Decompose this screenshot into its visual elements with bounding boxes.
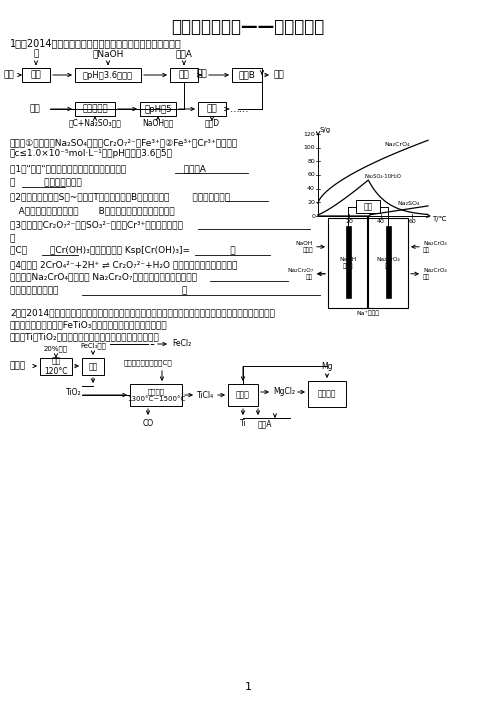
Text: 极，其电极反应式为                                           。: 极，其电极反应式为 。 — [10, 286, 187, 295]
Text: （3）酸化后Cr₂O₇²⁻可被SO₃²⁻还原成Cr³⁺，离子方程式为: （3）酸化后Cr₂O₇²⁻可被SO₃²⁻还原成Cr³⁺，离子方程式为 — [10, 220, 241, 229]
Text: 80: 80 — [307, 159, 315, 164]
Text: ……: …… — [230, 104, 249, 114]
Text: 已知：①铬渣含有Na₂SO₄及少量Cr₂O₇²⁻、Fe³⁺；②Fe³⁺、Cr³⁺完全沉淀: 已知：①铬渣含有Na₂SO₄及少量Cr₂O₇²⁻、Fe³⁺；②Fe³⁺、Cr³⁺… — [10, 138, 238, 147]
Text: Na₂CrO₄: Na₂CrO₄ — [384, 142, 410, 147]
Text: 20: 20 — [307, 200, 315, 205]
Text: 2．（2014华附四校联考）钛有强度高和质地轻的优点，广泛应用于飞机制造业等。工业上利用钛铁矿，其: 2．（2014华附四校联考）钛有强度高和质地轻的优点，广泛应用于飞机制造业等。工… — [10, 308, 275, 317]
Text: 母液: 母液 — [29, 105, 40, 114]
Bar — [22, 68, 50, 82]
Bar — [140, 102, 176, 116]
Text: 60: 60 — [307, 173, 315, 178]
Text: 产品: 产品 — [273, 70, 284, 79]
Text: 过滤: 过滤 — [179, 70, 189, 79]
Text: 40: 40 — [377, 219, 385, 224]
Text: Na₂CrO₄
溶液: Na₂CrO₄ 溶液 — [423, 268, 447, 279]
Text: 60: 60 — [408, 219, 416, 224]
Text: （c≤1.0×10⁻⁵mol·L⁻¹）时pH分别为3.6和5。: （c≤1.0×10⁻⁵mol·L⁻¹）时pH分别为3.6和5。 — [10, 149, 173, 158]
Text: Na₂SO₄·10H₂O: Na₂SO₄·10H₂O — [364, 174, 401, 179]
Bar — [346, 226, 351, 298]
Text: 熔融氯化
1300°C~1500°C: 熔融氯化 1300°C~1500°C — [127, 388, 185, 402]
Text: 酸化、还原: 酸化、还原 — [82, 105, 108, 114]
Text: NaOH溶液: NaOH溶液 — [142, 118, 174, 127]
Text: 过滤: 过滤 — [207, 105, 217, 114]
Text: Na₂SO₄: Na₂SO₄ — [397, 201, 420, 206]
Text: 1．（2014深一模）从化工厂铬渣中提取硫酸钠的工艺如下：: 1．（2014深一模）从化工厂铬渣中提取硫酸钠的工艺如下： — [10, 38, 182, 48]
Text: T/℃: T/℃ — [432, 216, 446, 222]
Text: TiO₂: TiO₂ — [66, 388, 82, 397]
Bar — [356, 200, 380, 213]
Bar — [75, 102, 115, 116]
Text: 0: 0 — [311, 213, 315, 218]
Bar — [232, 68, 262, 82]
Text: 滤液: 滤液 — [196, 69, 207, 79]
Text: 100: 100 — [304, 145, 315, 150]
Bar — [198, 102, 226, 116]
Text: 40: 40 — [307, 186, 315, 191]
Text: 滤渣A: 滤渣A — [176, 49, 192, 58]
Text: （2）根据溶解度（S）~温度（T）曲线，操作B的最佳方法为        （填字母序号）: （2）根据溶解度（S）~温度（T）曲线，操作B的最佳方法为 （填字母序号） — [10, 192, 230, 201]
Text: 电源: 电源 — [364, 202, 372, 211]
Bar — [308, 381, 346, 407]
Text: 酸C为        ，Cr(OH)₃的溶度积常数 Ksp[Cr(OH)₃]=              。: 酸C为 ，Cr(OH)₃的溶度积常数 Ksp[Cr(OH)₃]= 。 — [10, 246, 236, 255]
Text: TiCl₄: TiCl₄ — [197, 390, 214, 399]
Text: MgCl₂: MgCl₂ — [273, 388, 295, 397]
Text: A．蒸发浓缩，趁热过滤       B．蒸发浓缩，降温结晶，过滤: A．蒸发浓缩，趁热过滤 B．蒸发浓缩，降温结晶，过滤 — [10, 206, 175, 215]
Text: 已知：Ti与TiO₂化学性质稳定，不溶于稀硫酸、稀盐酸等。: 已知：Ti与TiO₂化学性质稳定，不溶于稀硫酸、稀盐酸等。 — [10, 332, 160, 341]
Text: Na₂CrO₄
溶液: Na₂CrO₄ 溶液 — [376, 257, 400, 269]
Text: Na₂Cr₂O₇
溶液: Na₂Cr₂O₇ 溶液 — [287, 268, 313, 279]
Text: 1: 1 — [245, 682, 251, 692]
Bar — [328, 218, 408, 308]
Text: 20: 20 — [346, 219, 353, 224]
Text: CO: CO — [142, 419, 154, 428]
Bar — [170, 68, 198, 82]
Text: S/g: S/g — [319, 127, 330, 133]
Text: Na⁺交换膜: Na⁺交换膜 — [357, 310, 379, 316]
Text: Mg: Mg — [321, 362, 333, 371]
Text: 为          （填化学式）。: 为 （填化学式）。 — [10, 178, 82, 187]
Bar — [228, 384, 258, 406]
Text: NaOH
溶液液: NaOH 溶液液 — [296, 241, 313, 253]
Bar — [75, 68, 141, 82]
Text: Ti: Ti — [240, 419, 247, 428]
Text: 热还原: 热还原 — [236, 390, 250, 399]
Text: 极）电解Na₂CrO₄溶液制收 Na₂Cr₂O₇，图中右侧电极连接电源的: 极）电解Na₂CrO₄溶液制收 Na₂Cr₂O₇，图中右侧电极连接电源的 — [10, 272, 220, 281]
Text: 滤渣D: 滤渣D — [204, 118, 220, 127]
Bar — [385, 226, 390, 298]
Text: 水: 水 — [33, 49, 39, 58]
Text: NaOH
稀溶液: NaOH 稀溶液 — [339, 257, 357, 269]
Text: 20%盐酸: 20%盐酸 — [44, 345, 68, 352]
Text: 调pH为5: 调pH为5 — [144, 105, 172, 114]
Text: 钛铁矿: 钛铁矿 — [10, 362, 26, 371]
Text: 稀NaOH: 稀NaOH — [92, 49, 124, 58]
Text: 操作B: 操作B — [239, 70, 255, 79]
Text: 酸C+Na₂SO₃溶液: 酸C+Na₂SO₃溶液 — [68, 118, 122, 127]
Bar — [40, 358, 72, 375]
Text: 主要成分为钛酸亚铁（FeTiO₃）制备钛金属，工业流程如下：: 主要成分为钛酸亚铁（FeTiO₃）制备钛金属，工业流程如下： — [10, 320, 168, 329]
Bar — [130, 384, 182, 406]
Text: 广东各市模拟试——化工流程题: 广东各市模拟试——化工流程题 — [172, 18, 324, 36]
Text: FeCl₃溶液: FeCl₃溶液 — [80, 343, 106, 349]
Text: 调pH约3.6并微热: 调pH约3.6并微热 — [83, 70, 133, 79]
Text: 石油焦（主要成分为C）: 石油焦（主要成分为C） — [124, 359, 173, 366]
Text: 过滤: 过滤 — [88, 362, 98, 371]
Text: （4）根据 2CrO₄²⁻+2H⁺ ⇌ Cr₂O₇²⁻+H₂O 设计图示装置（均为惰性电: （4）根据 2CrO₄²⁻+2H⁺ ⇌ Cr₂O₇²⁻+H₂O 设计图示装置（均… — [10, 260, 238, 269]
Text: 浸取: 浸取 — [31, 70, 41, 79]
Text: Na₂CrO₄
溶液: Na₂CrO₄ 溶液 — [423, 241, 447, 253]
Text: 120: 120 — [303, 131, 315, 136]
Text: 铬渣: 铬渣 — [4, 70, 15, 79]
Text: FeCl₂: FeCl₂ — [172, 340, 191, 348]
Text: 熔融电解: 熔融电解 — [318, 390, 336, 399]
Bar — [82, 358, 104, 375]
Text: 浸取
120°C: 浸取 120°C — [44, 357, 68, 376]
Text: 气体A: 气体A — [258, 419, 272, 428]
Text: ；: ； — [10, 234, 15, 243]
Text: （1）"微热"除能加快反应速率外，同时还可以                    ，滤渣A: （1）"微热"除能加快反应速率外，同时还可以 ，滤渣A — [10, 164, 206, 173]
